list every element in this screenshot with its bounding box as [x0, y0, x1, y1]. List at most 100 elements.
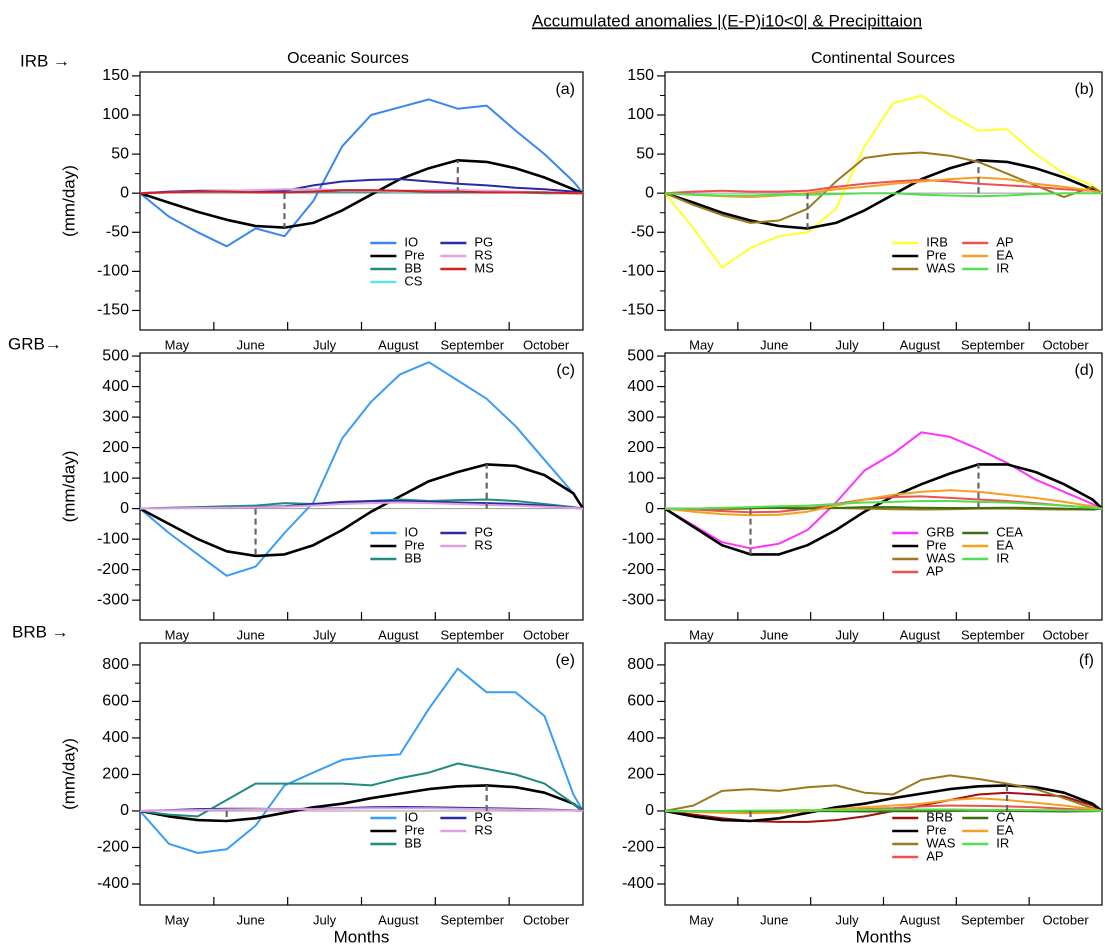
legend-label: AP [996, 234, 1013, 249]
month-label: May [689, 627, 714, 642]
month-label: October [1042, 912, 1089, 927]
legend-label: IO [404, 524, 418, 539]
y-tick-label: 800 [102, 656, 129, 673]
legend-label: MS [474, 260, 494, 275]
panel-label: (e) [555, 652, 575, 669]
legend-label: RS [474, 822, 492, 837]
month-label: June [760, 337, 788, 352]
month-label: September [440, 627, 504, 642]
month-label: October [523, 337, 570, 352]
month-label: October [523, 627, 570, 642]
series-line [139, 463, 585, 558]
legend-label: PG [474, 234, 493, 249]
row-label: BRB → [12, 622, 69, 641]
y-tick-label: 500 [627, 347, 654, 364]
y-tick-label: 200 [102, 766, 129, 783]
legend-label: BRB [926, 809, 953, 824]
legend-label: RS [474, 537, 492, 552]
month-label: August [378, 627, 419, 642]
month-label: August [900, 912, 941, 927]
y-tick-label: 800 [627, 656, 654, 673]
series-line [664, 431, 1103, 550]
month-label: July [313, 337, 337, 352]
series-line [139, 159, 584, 229]
y-tick-label: -200 [622, 839, 654, 856]
y-axis-label: (mm/day) [59, 451, 78, 523]
panel-label: (f) [1079, 652, 1094, 669]
legend-label: WAS [926, 260, 955, 275]
series-line [664, 178, 1103, 195]
legend-label: CS [404, 273, 422, 288]
legend-label: IR [996, 260, 1009, 275]
y-tick-label: 100 [627, 469, 654, 486]
y-tick-label: -100 [622, 530, 654, 547]
month-label: October [1042, 337, 1089, 352]
legend-label: WAS [926, 835, 955, 850]
series-line [664, 489, 1103, 517]
legend-label: BB [404, 260, 421, 275]
legend-label: AP [926, 848, 943, 863]
month-label: June [237, 912, 265, 927]
y-tick-label: -200 [97, 839, 129, 856]
y-tick-label: -150 [622, 302, 654, 319]
legend-label: Pre [926, 822, 946, 837]
series-line [664, 784, 1103, 823]
legend-label: IR [996, 550, 1009, 565]
x-axis-label: Months [334, 927, 390, 945]
y-tick-label: 600 [627, 693, 654, 710]
column-title: Oceanic Sources [287, 50, 409, 67]
legend-label: Pre [926, 537, 946, 552]
plot-frame [139, 352, 584, 621]
y-tick-label: 50 [636, 145, 654, 162]
y-tick-label: 400 [102, 729, 129, 746]
y-tick-label: 200 [627, 439, 654, 456]
y-tick-label: 400 [627, 378, 654, 395]
y-axis-label: (mm/day) [59, 738, 78, 810]
month-label: June [760, 912, 788, 927]
y-axis-label: (mm/day) [59, 165, 78, 237]
month-label: August [900, 337, 941, 352]
figure-title: Accumulated anomalies |(E-P)i10<0| & Pre… [532, 11, 922, 30]
month-label: August [378, 337, 419, 352]
legend-label: PG [474, 809, 493, 824]
series-line [664, 192, 1102, 198]
month-label: September [440, 337, 504, 352]
month-label: September [961, 627, 1025, 642]
series-line [664, 774, 1103, 812]
series-line [664, 159, 1103, 230]
month-label: September [440, 912, 504, 927]
legend-label: BB [404, 550, 421, 565]
month-label: June [760, 627, 788, 642]
legend-label: IO [404, 809, 418, 824]
series-line [139, 667, 584, 854]
month-label: May [165, 912, 190, 927]
plot-frame [664, 352, 1103, 621]
month-label: May [689, 337, 714, 352]
y-tick-label: 500 [102, 347, 129, 364]
x-axis-label: Months [856, 927, 912, 945]
legend-label: WAS [926, 550, 955, 565]
month-label: May [689, 912, 714, 927]
month-label: October [1042, 627, 1089, 642]
y-tick-label: 150 [102, 67, 129, 84]
month-label: May [165, 627, 190, 642]
y-tick-label: -50 [631, 223, 654, 240]
series-line [139, 98, 584, 248]
month-label: June [237, 337, 265, 352]
y-tick-label: -100 [622, 263, 654, 280]
y-tick-label: 150 [627, 67, 654, 84]
series-line [664, 176, 1103, 199]
y-tick-label: 300 [627, 408, 654, 425]
y-tick-label: 0 [645, 802, 654, 819]
month-label: July [836, 627, 860, 642]
legend-label: IRB [926, 234, 948, 249]
month-label: July [836, 912, 860, 927]
panel-label: (d) [1074, 362, 1094, 379]
y-tick-label: -150 [97, 302, 129, 319]
legend-label: IO [404, 234, 418, 249]
series-line [139, 807, 584, 812]
panel-label: (c) [556, 362, 575, 379]
y-tick-label: 0 [120, 500, 129, 517]
series-line [664, 797, 1103, 815]
month-label: August [900, 627, 941, 642]
